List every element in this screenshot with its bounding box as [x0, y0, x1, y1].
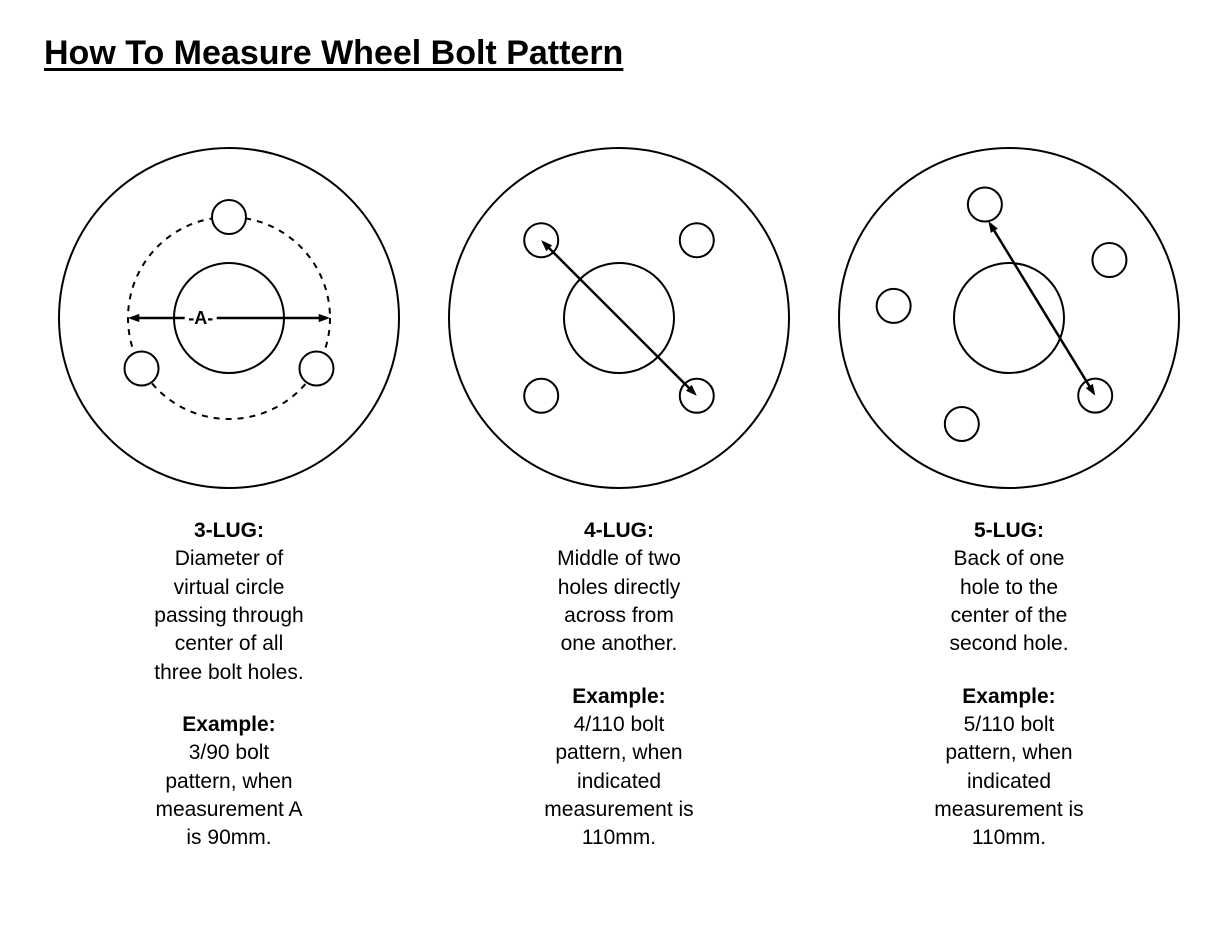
- page-title: How To Measure Wheel Bolt Pattern: [44, 34, 1163, 73]
- diagram-5lug: [824, 133, 1194, 503]
- ex-title-3: Example:: [154, 711, 303, 739]
- panel-5lug: 5-LUG: Back of onehole to thecenter of t…: [824, 133, 1194, 853]
- lug-title-5: 5-LUG:: [934, 517, 1083, 545]
- lug-title-4: 4-LUG:: [544, 517, 693, 545]
- diagram-4lug: [434, 133, 804, 503]
- panels-row: -A- 3-LUG: Diameter ofvirtual circlepass…: [44, 133, 1163, 853]
- ex-text-3: 3/90 boltpattern, whenmeasurement Ais 90…: [154, 739, 303, 852]
- ex-title-5: Example:: [934, 683, 1083, 711]
- text-5lug: 5-LUG: Back of onehole to thecenter of t…: [934, 517, 1083, 853]
- panel-3lug: -A- 3-LUG: Diameter ofvirtual circlepass…: [44, 133, 414, 853]
- lug-desc-4: Middle of twoholes directlyacross fromon…: [544, 545, 693, 658]
- lug-desc-3: Diameter ofvirtual circlepassing through…: [154, 545, 303, 687]
- ex-text-4: 4/110 boltpattern, whenindicatedmeasurem…: [544, 711, 693, 853]
- diagram-3lug: -A-: [44, 133, 414, 503]
- text-4lug: 4-LUG: Middle of twoholes directlyacross…: [544, 517, 693, 853]
- panel-4lug: 4-LUG: Middle of twoholes directlyacross…: [434, 133, 804, 853]
- ex-title-4: Example:: [544, 683, 693, 711]
- lug-desc-5: Back of onehole to thecenter of thesecon…: [934, 545, 1083, 658]
- ex-text-5: 5/110 boltpattern, whenindicatedmeasurem…: [934, 711, 1083, 853]
- lug-title-3: 3-LUG:: [154, 517, 303, 545]
- text-3lug: 3-LUG: Diameter ofvirtual circlepassing …: [154, 517, 303, 853]
- svg-text:-A-: -A-: [188, 308, 213, 328]
